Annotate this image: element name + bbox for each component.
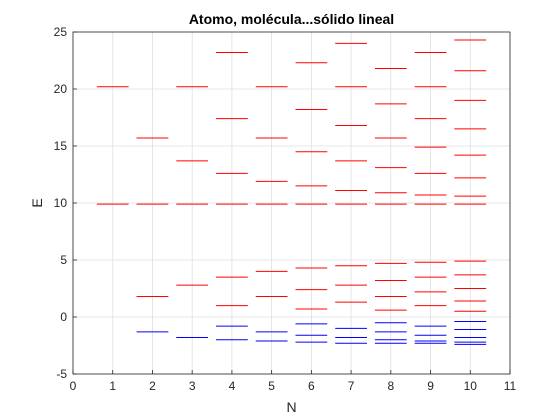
y-tick-label: 25 xyxy=(54,25,68,39)
x-tick-label: 10 xyxy=(464,379,478,393)
y-tick-label: 5 xyxy=(60,253,67,267)
x-tick-label: 4 xyxy=(229,379,236,393)
y-tick-label: 10 xyxy=(54,196,68,210)
y-tick-label: 0 xyxy=(60,310,67,324)
x-tick-label: 2 xyxy=(149,379,156,393)
x-tick-label: 3 xyxy=(189,379,196,393)
chart-title: Atomo, molécula...sólido lineal xyxy=(189,11,394,27)
energy-levels xyxy=(96,39,487,345)
x-tick-label: 8 xyxy=(387,379,394,393)
x-axis-label: N xyxy=(286,399,296,415)
x-tick-label: 11 xyxy=(504,379,517,393)
x-tick-label: 6 xyxy=(308,379,315,393)
x-tick-label: 9 xyxy=(427,379,434,393)
y-tick-label: 15 xyxy=(54,139,68,153)
y-axis-label: E xyxy=(29,198,45,207)
x-tick-label: 1 xyxy=(109,379,116,393)
y-tick-label: 20 xyxy=(54,82,68,96)
x-tick-label: 0 xyxy=(70,379,77,393)
x-tick-label: 7 xyxy=(348,379,355,393)
x-tick-label: 5 xyxy=(268,379,275,393)
y-tick-label: -5 xyxy=(56,367,67,381)
